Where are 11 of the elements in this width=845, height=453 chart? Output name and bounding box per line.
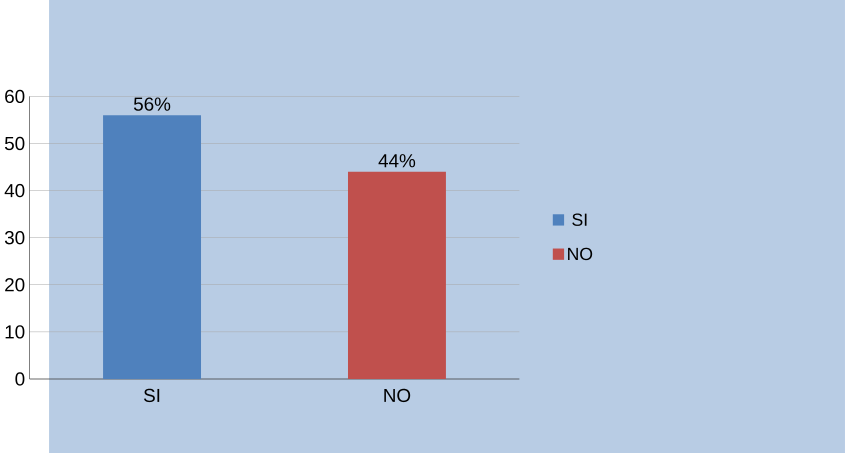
legend-label: NO: [568, 248, 592, 260]
data-label: 56%: [134, 97, 170, 111]
y-tick-label: 0: [15, 372, 24, 386]
y-tick-label: 20: [5, 278, 24, 292]
y-tick-label: 40: [4, 184, 24, 198]
y-tick-label: 10: [6, 325, 24, 338]
y-tick-label: 50: [4, 136, 24, 150]
y-tick-label: 30: [4, 230, 24, 244]
y-tick-label: 60: [5, 90, 24, 104]
legend-label: SI: [572, 213, 586, 226]
data-label: 44%: [378, 154, 416, 168]
